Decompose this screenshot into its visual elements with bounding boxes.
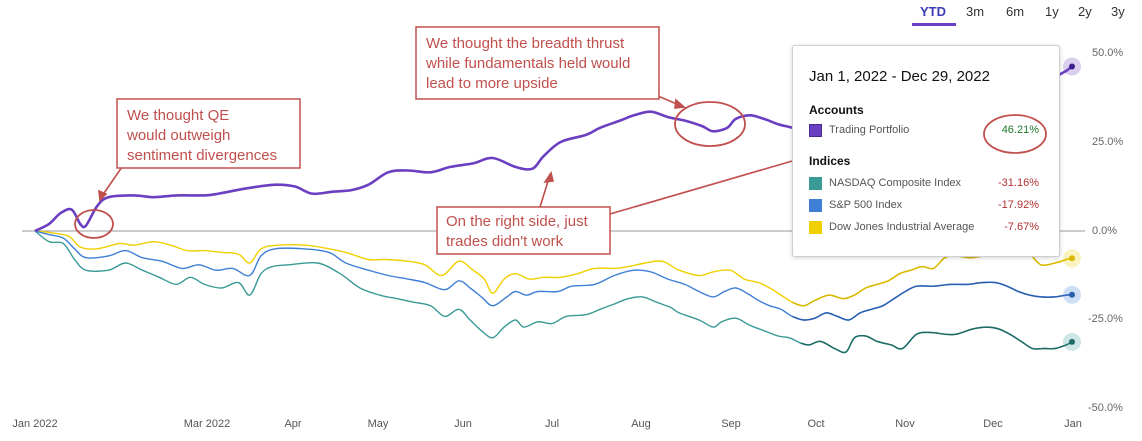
tab-3m[interactable]: 3m [966,4,984,19]
note-right-line-1: On the right side, just [446,213,589,230]
series-line-highlight [792,281,1073,321]
note-breadth-line-3: lead to more upside [426,75,558,92]
tooltip-accounts-heading: Accounts [809,103,864,117]
tab-3y[interactable]: 3y [1111,4,1125,19]
x-tick-label: Jan [1064,418,1082,430]
note-breadth-line-1: We thought the breadth thrust [426,35,625,52]
x-tick-label: Mar 2022 [184,418,230,430]
series-line-highlight [792,251,1073,307]
tab-1y[interactable]: 1y [1045,4,1059,19]
arrowhead-breadth [674,98,686,109]
tab-2y[interactable]: 2y [1078,4,1092,19]
note-qe-line-2: would outweigh [126,127,230,144]
series-line-highlight [800,326,1073,354]
x-tick-label: May [368,418,389,430]
tooltip-index-row-sp500: S&P 500 Index -17.92% [809,198,1039,214]
swatch-trading-portfolio [809,124,822,137]
tooltip-date-range: Jan 1, 2022 - Dec 29, 2022 [809,68,990,85]
arrow-qe [101,166,123,197]
range-tabs: YTD 3m 6m 1y 2y 3y [912,4,1125,26]
tab-ytd[interactable]: YTD [912,4,956,26]
y-tick-50: 50.0% [1092,47,1123,59]
x-axis-ticks: Jan 2022 Mar 2022 Apr May Jun Jul Aug Sep Oct Nov… [12,418,1082,430]
annotation-qe: We thought QE would outweigh sentiment d… [116,98,301,169]
x-tick-label: Nov [895,418,915,430]
account-name: Trading Portfolio [829,124,910,136]
tooltip-panel: Jan 1, 2022 - Dec 29, 2022 Accounts Trad… [792,45,1060,257]
circle-qe-dip [74,209,114,239]
x-tick-label: Jan 2022 [12,418,57,430]
note-right-line-2: trades didn't work [446,233,564,250]
note-qe-line-1: We thought QE [127,107,229,124]
note-breadth-line-2: while fundamentals held would [425,55,630,72]
x-tick-label: Oct [807,418,824,430]
index-value-dow: -7.67% [1004,221,1039,233]
arrowhead-qe [98,189,108,202]
series-end-point [1069,63,1075,70]
index-value-sp500: -17.92% [998,199,1039,211]
swatch-dow [809,221,822,234]
tab-ytd-underline [912,23,956,26]
tooltip-index-row-nasdaq: NASDAQ Composite Index -31.16% [809,176,1039,192]
x-tick-label: Jul [545,418,559,430]
series-layer [34,57,1081,354]
circle-breadth-peak [674,101,746,147]
x-tick-label: Aug [631,418,651,430]
tooltip-index-row-dow: Dow Jones Industrial Average -7.67% [809,220,1039,236]
swatch-nasdaq [809,177,822,190]
tooltip-indices-heading: Indices [809,154,851,168]
index-name-nasdaq: NASDAQ Composite Index [829,177,962,189]
index-name-sp500: S&P 500 Index [829,199,903,211]
x-tick-label: Jun [454,418,472,430]
index-name-dow: Dow Jones Industrial Average [829,221,975,233]
account-value: 46.21% [1001,124,1039,136]
tab-ytd-label[interactable]: YTD [920,4,946,19]
note-qe-line-3: sentiment divergences [127,147,277,164]
tooltip-account-row: Trading Portfolio 46.21% [809,123,1039,139]
series-end-point [1069,338,1075,345]
arrowhead-right-side-up [543,171,554,184]
swatch-sp500 [809,199,822,212]
index-value-nasdaq: -31.16% [998,177,1039,189]
series-end-point [1069,291,1075,298]
series-end-point [1069,255,1075,262]
x-tick-label: Dec [983,418,1003,430]
y-tick-neg50: -50.0% [1088,402,1123,414]
x-tick-label: Apr [284,418,301,430]
tab-6m[interactable]: 6m [1006,4,1024,19]
y-tick-0: 0.0% [1092,225,1117,237]
arrow-right-side-up [539,177,550,208]
annotation-right-side: On the right side, just trades didn't wo… [436,206,611,255]
y-tick-25: 25.0% [1092,136,1123,148]
annotation-breadth: We thought the breadth thrust while fund… [415,26,660,100]
y-tick-neg25: -25.0% [1088,313,1123,325]
x-tick-label: Sep [721,418,741,430]
